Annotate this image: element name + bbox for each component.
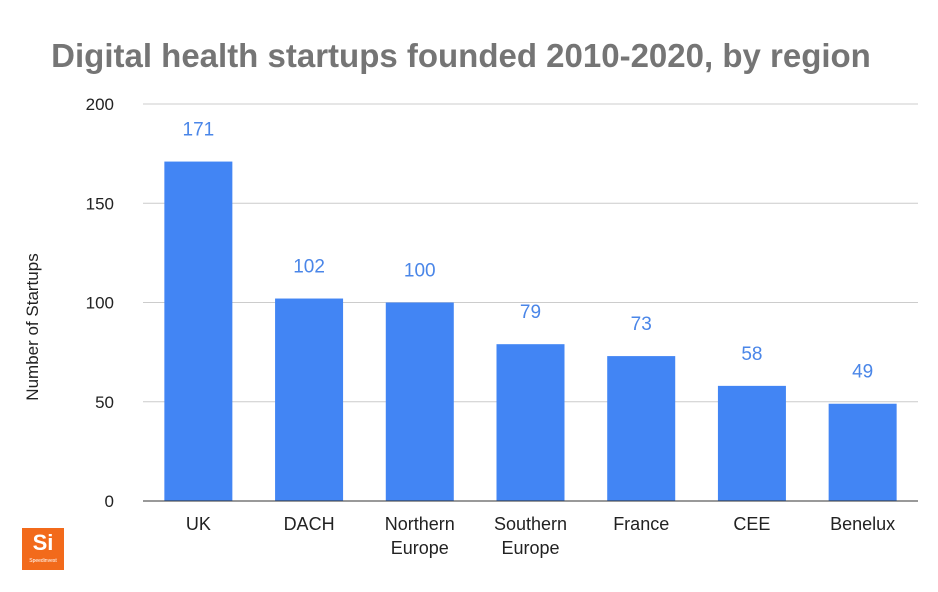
x-tick-label: France bbox=[613, 514, 669, 534]
bar bbox=[607, 356, 676, 501]
bars bbox=[164, 161, 897, 501]
x-tick-label: DACH bbox=[284, 514, 335, 534]
x-tick-label-line: CEE bbox=[733, 514, 770, 534]
data-label: 49 bbox=[852, 362, 873, 383]
x-tick-label-line: Benelux bbox=[830, 514, 895, 534]
x-tick-label: CEE bbox=[733, 514, 770, 534]
x-tick-label-line: UK bbox=[186, 514, 211, 534]
data-label: 171 bbox=[183, 120, 215, 141]
data-labels: 171 102 100 79 73 58 49 bbox=[183, 120, 874, 383]
data-label: 102 bbox=[293, 257, 325, 278]
x-tick-label-line: France bbox=[613, 514, 669, 534]
chart-title: Digital health startups founded 2010-202… bbox=[51, 37, 871, 74]
data-label: 79 bbox=[520, 302, 541, 323]
x-tick-label: Southern Europe bbox=[494, 514, 567, 558]
data-label: 58 bbox=[741, 344, 762, 365]
x-tick-label-line: DACH bbox=[284, 514, 335, 534]
y-tick-label: 50 bbox=[95, 393, 114, 412]
x-tick-label-line: Southern bbox=[494, 514, 567, 534]
y-tick-labels: 0 50 100 150 200 bbox=[86, 95, 114, 511]
y-tick-label: 150 bbox=[86, 194, 114, 213]
bar bbox=[496, 344, 565, 501]
x-tick-label-line: Europe bbox=[501, 538, 559, 558]
x-tick-label-line: Northern bbox=[385, 514, 455, 534]
logo-text: Speedinvest bbox=[29, 558, 57, 564]
bar bbox=[717, 385, 786, 501]
y-tick-label: 100 bbox=[86, 294, 114, 313]
y-tick-label: 0 bbox=[105, 492, 114, 511]
logo-mark: Si bbox=[32, 530, 54, 555]
x-tick-label: UK bbox=[186, 514, 211, 534]
speedinvest-logo: Si Speedinvest bbox=[22, 528, 64, 570]
x-tick-labels: UK DACH Northern Europe Southern Europe France… bbox=[186, 514, 895, 558]
bar bbox=[164, 161, 233, 501]
bar bbox=[275, 298, 344, 501]
y-tick-label: 200 bbox=[86, 95, 114, 114]
bar bbox=[828, 403, 897, 501]
y-axis-label: Number of Startups bbox=[23, 253, 42, 400]
x-tick-label: Benelux bbox=[830, 514, 895, 534]
x-tick-label: Northern Europe bbox=[385, 514, 455, 558]
bar bbox=[385, 302, 454, 501]
data-label: 73 bbox=[631, 314, 652, 335]
data-label: 100 bbox=[404, 261, 436, 282]
x-tick-label-line: Europe bbox=[391, 538, 449, 558]
